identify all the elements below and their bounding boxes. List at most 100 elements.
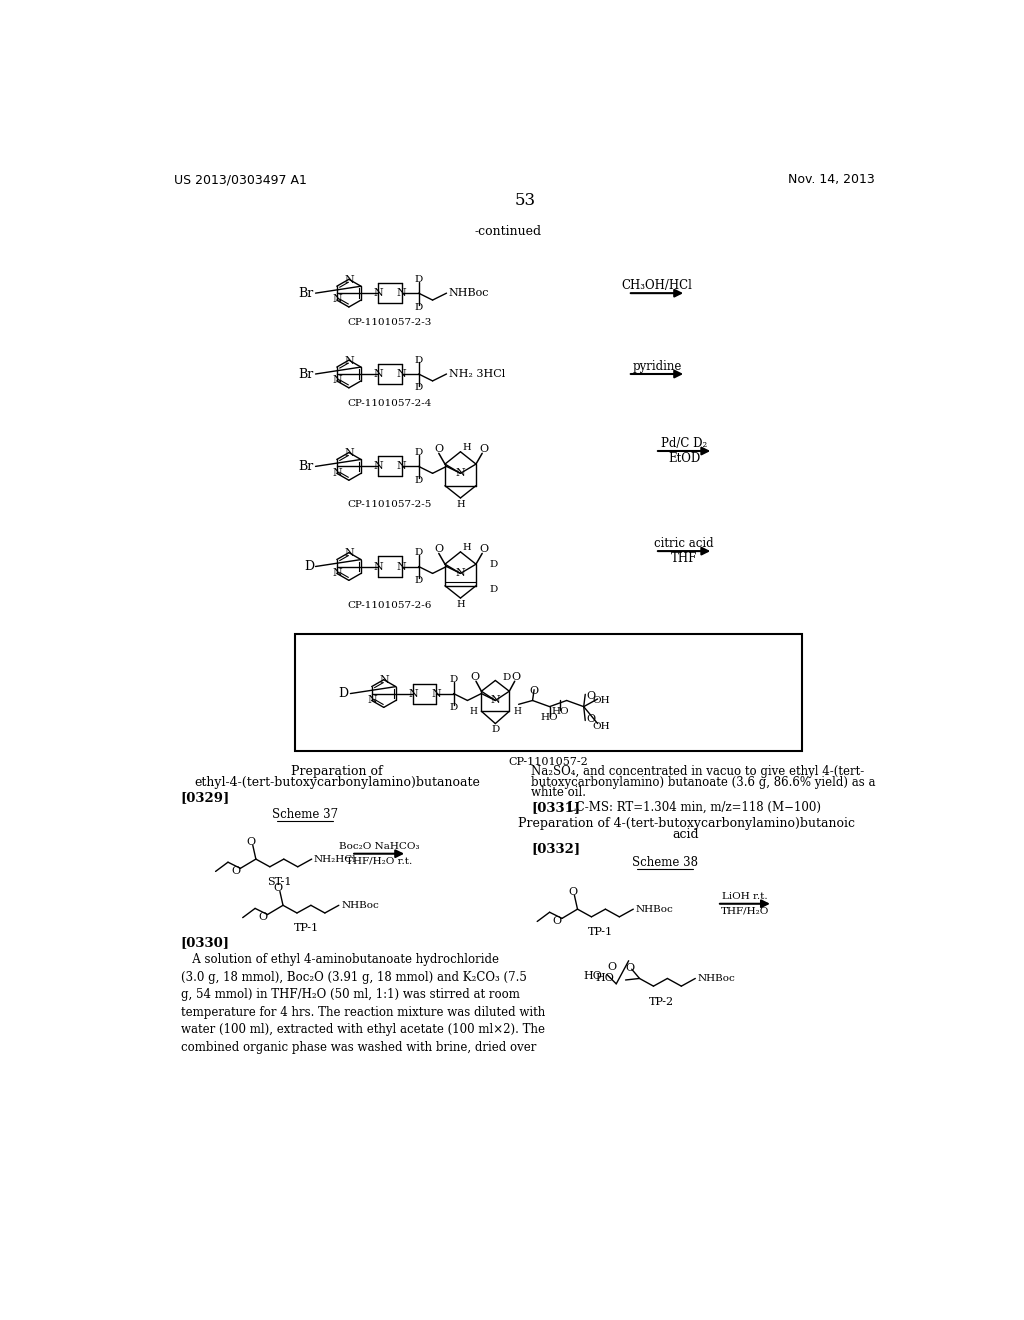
Text: Preparation of: Preparation of bbox=[292, 764, 383, 777]
Text: H: H bbox=[513, 706, 521, 715]
Text: NHBoc: NHBoc bbox=[636, 904, 674, 913]
Text: D: D bbox=[304, 560, 314, 573]
Text: N: N bbox=[409, 689, 418, 698]
Text: N: N bbox=[374, 561, 383, 572]
Text: D: D bbox=[415, 302, 423, 312]
Text: D: D bbox=[415, 548, 423, 557]
Text: [0330]: [0330] bbox=[180, 936, 229, 949]
Text: LiOH r.t.: LiOH r.t. bbox=[722, 891, 768, 900]
Text: D: D bbox=[415, 447, 423, 457]
Text: NHBoc: NHBoc bbox=[697, 974, 735, 983]
Text: N: N bbox=[456, 569, 465, 578]
Text: Scheme 37: Scheme 37 bbox=[271, 808, 338, 821]
Text: H: H bbox=[462, 543, 471, 552]
Text: H: H bbox=[462, 442, 471, 451]
Text: O: O bbox=[434, 444, 443, 454]
Text: D: D bbox=[415, 275, 423, 284]
Text: O: O bbox=[586, 690, 595, 701]
Text: [0331]: [0331] bbox=[531, 801, 581, 814]
Text: N: N bbox=[396, 462, 407, 471]
Text: N: N bbox=[333, 467, 342, 478]
Text: D: D bbox=[415, 383, 423, 392]
Text: LC-MS: RT=1.304 min, m/z=118 (M−100): LC-MS: RT=1.304 min, m/z=118 (M−100) bbox=[568, 801, 821, 814]
Text: NHBoc: NHBoc bbox=[341, 900, 379, 909]
Text: O: O bbox=[607, 962, 616, 972]
Text: N: N bbox=[456, 469, 465, 478]
Text: D: D bbox=[450, 704, 458, 711]
Text: CP-1101057-2: CP-1101057-2 bbox=[509, 758, 589, 767]
Text: acid: acid bbox=[673, 828, 699, 841]
Text: TP-1: TP-1 bbox=[294, 924, 318, 933]
Text: -continued: -continued bbox=[474, 224, 542, 238]
Text: OH: OH bbox=[592, 696, 609, 705]
Text: butoxycarbonylamino) butanoate (3.6 g, 86.6% yield) as a: butoxycarbonylamino) butanoate (3.6 g, 8… bbox=[531, 776, 876, 788]
Text: Boc₂O NaHCO₃: Boc₂O NaHCO₃ bbox=[339, 842, 420, 850]
Text: N: N bbox=[345, 356, 354, 366]
Text: H: H bbox=[456, 500, 465, 508]
Text: D: D bbox=[415, 475, 423, 484]
Text: [0329]: [0329] bbox=[180, 791, 230, 804]
Text: Na₂SO₄, and concentrated in vacuo to give ethyl 4-(tert-: Na₂SO₄, and concentrated in vacuo to giv… bbox=[531, 764, 864, 777]
Text: D: D bbox=[502, 673, 510, 682]
Text: O: O bbox=[273, 883, 283, 894]
Text: Br: Br bbox=[299, 367, 314, 380]
Text: A solution of ethyl 4-aminobutanoate hydrochloride
(3.0 g, 18 mmol), Boc₂O (3.91: A solution of ethyl 4-aminobutanoate hyd… bbox=[180, 953, 545, 1053]
Text: O: O bbox=[231, 866, 241, 875]
Text: D: D bbox=[339, 686, 349, 700]
Text: [0332]: [0332] bbox=[531, 842, 581, 855]
Text: Nov. 14, 2013: Nov. 14, 2013 bbox=[788, 173, 876, 186]
Text: THF/H₂O r.t.: THF/H₂O r.t. bbox=[346, 857, 413, 866]
Text: H: H bbox=[470, 706, 477, 715]
Text: O: O bbox=[247, 837, 256, 847]
Text: N: N bbox=[345, 449, 354, 458]
Text: D: D bbox=[415, 576, 423, 585]
Text: N: N bbox=[396, 561, 407, 572]
Text: CP-1101057-2-3: CP-1101057-2-3 bbox=[348, 318, 432, 327]
Bar bbox=[295, 635, 802, 751]
Text: D: D bbox=[415, 355, 423, 364]
Text: HO: HO bbox=[584, 972, 602, 981]
Text: N: N bbox=[374, 288, 383, 298]
Text: D: D bbox=[450, 676, 458, 684]
Text: O: O bbox=[626, 962, 635, 973]
Text: US 2013/0303497 A1: US 2013/0303497 A1 bbox=[174, 173, 307, 186]
Text: N: N bbox=[333, 294, 342, 305]
Text: O: O bbox=[258, 912, 267, 921]
Text: D: D bbox=[492, 725, 500, 734]
Text: N: N bbox=[333, 375, 342, 385]
Text: N: N bbox=[431, 689, 441, 698]
Text: CH₃OH/HCl: CH₃OH/HCl bbox=[622, 279, 692, 292]
Text: THF: THF bbox=[671, 552, 697, 565]
Text: N: N bbox=[374, 462, 383, 471]
Text: N: N bbox=[396, 288, 407, 298]
Text: O: O bbox=[586, 714, 595, 723]
Text: O: O bbox=[568, 887, 578, 898]
Text: CP-1101057-2-6: CP-1101057-2-6 bbox=[348, 601, 432, 610]
Text: ST-1: ST-1 bbox=[267, 878, 292, 887]
Text: Br: Br bbox=[299, 286, 314, 300]
Text: white oil.: white oil. bbox=[531, 787, 586, 800]
Text: N: N bbox=[380, 676, 389, 685]
Text: O: O bbox=[512, 672, 521, 681]
Text: H: H bbox=[456, 599, 465, 609]
Text: N: N bbox=[490, 696, 501, 705]
Text: NH₂ 3HCl: NH₂ 3HCl bbox=[449, 370, 505, 379]
Text: N: N bbox=[368, 694, 377, 705]
Text: 53: 53 bbox=[514, 193, 536, 210]
Text: O: O bbox=[553, 916, 562, 925]
Text: O: O bbox=[479, 444, 488, 454]
Text: citric acid: citric acid bbox=[654, 537, 714, 550]
Text: D: D bbox=[489, 585, 498, 594]
Text: N: N bbox=[345, 548, 354, 558]
Text: O: O bbox=[471, 672, 480, 681]
Text: Br: Br bbox=[299, 459, 314, 473]
Text: O: O bbox=[434, 544, 443, 554]
Text: Pd/C D₂: Pd/C D₂ bbox=[660, 437, 708, 450]
Text: HO: HO bbox=[552, 706, 569, 715]
Text: NH₂HCl: NH₂HCl bbox=[314, 854, 356, 863]
Text: TP-2: TP-2 bbox=[648, 997, 674, 1007]
Text: NHBoc: NHBoc bbox=[449, 288, 489, 298]
Text: OH: OH bbox=[592, 722, 609, 731]
Text: CP-1101057-2-5: CP-1101057-2-5 bbox=[348, 500, 432, 510]
Text: EtOD: EtOD bbox=[668, 453, 700, 465]
